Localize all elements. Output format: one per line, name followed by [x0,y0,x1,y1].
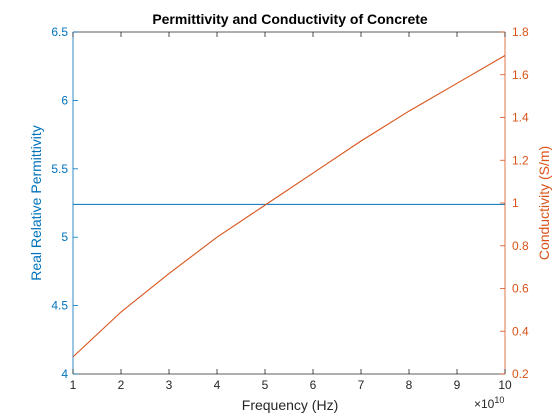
x-axis-exponent-power: 10 [494,395,504,405]
chart-title: Permittivity and Conductivity of Concret… [152,11,428,27]
x-axis-exponent-base: ×10 [474,397,495,411]
x-tick-label: 2 [118,378,125,392]
right-y-tick-label: 1.8 [512,25,529,39]
x-tick-label: 4 [214,378,221,392]
left-y-tick-label: 5.5 [51,162,68,176]
left-y-tick-label: 6 [61,93,68,107]
left-y-tick-label: 4.5 [51,299,68,313]
x-axis-title: Frequency (Hz) [242,397,338,413]
right-y-tick-label: 0.6 [512,282,529,296]
left-y-tick-label: 6.5 [51,25,68,39]
x-tick-label: 1 [70,378,77,392]
conductivity-line [72,55,506,358]
left-y-axis-title: Real Relative Permittivity [28,125,44,281]
left-y-tick-label: 5 [61,230,68,244]
x-tick-label: 10 [498,378,512,392]
x-tick-label: 8 [406,378,413,392]
x-tick-label: 7 [358,378,365,392]
x-axis-exponent: ×1010 [474,395,504,411]
left-y-tick-label: 4 [61,367,68,381]
right-y-axis-title: Conductivity (S/m) [536,146,552,260]
x-tick-label: 6 [310,378,317,392]
x-tick-label: 3 [166,378,173,392]
right-y-tick-label: 0.2 [512,367,529,381]
plot-background [73,32,505,374]
x-tick-label: 9 [454,378,461,392]
x-tick-label: 5 [262,378,269,392]
plot-area: 1 2 3 4 5 6 7 8 9 10 4 4.5 5 5.5 6 6.5 0.2 0.4 0.6 0.8 1 1.2 1… [51,25,529,392]
right-y-tick-label: 1.4 [512,111,529,125]
right-y-tick-label: 1 [512,196,519,210]
right-y-tick-label: 0.8 [512,239,529,253]
right-y-tick-label: 1.6 [512,68,529,82]
right-y-tick-label: 0.4 [512,324,529,338]
right-y-tick-label: 1.2 [512,153,529,167]
